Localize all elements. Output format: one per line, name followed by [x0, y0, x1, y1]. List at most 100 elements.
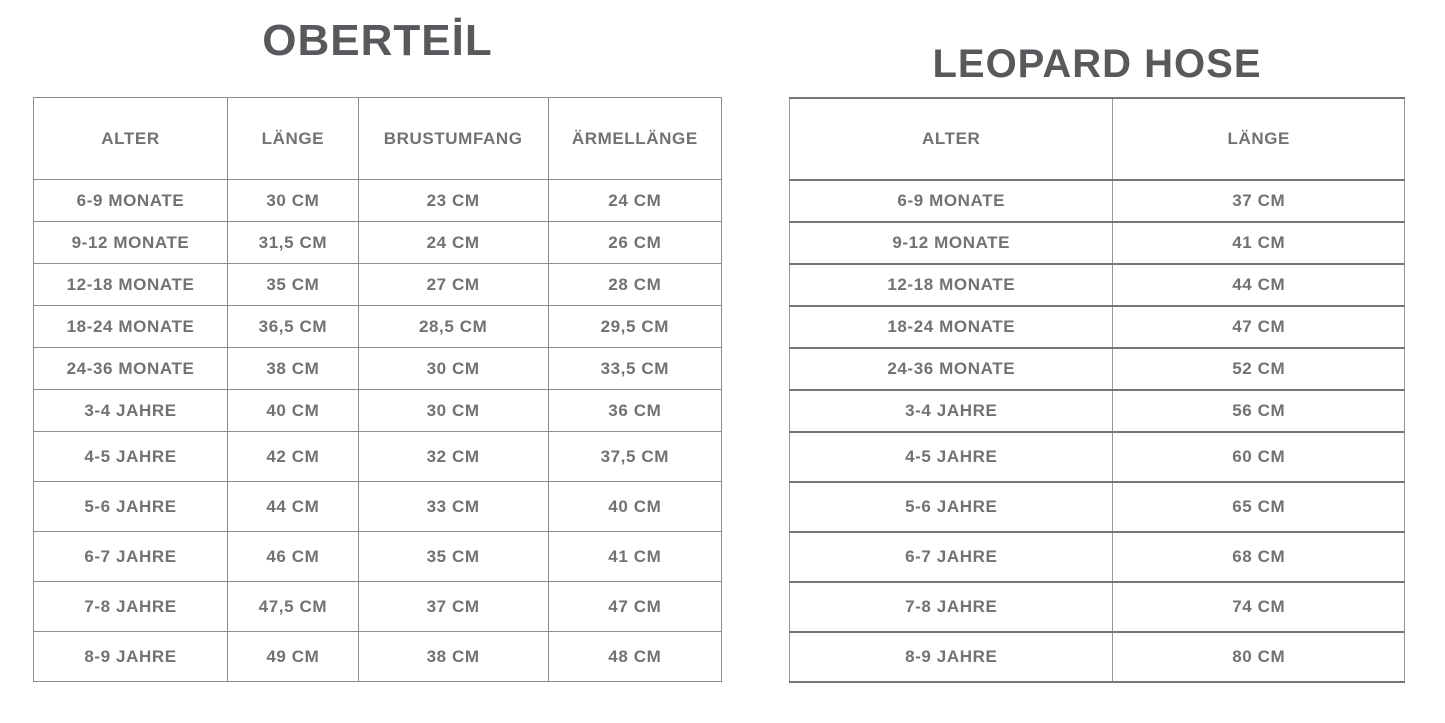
cell: 24-36 MONATE [32, 347, 229, 390]
cell: 40 CM [227, 389, 359, 432]
cell: 6-7 JAHRE [788, 531, 1114, 583]
cell: 6-9 MONATE [788, 179, 1114, 223]
table-row: 3-4 JAHRE 40 CM 30 CM 36 CM [32, 389, 723, 432]
table-row: 24-36 MONATE 38 CM 30 CM 33,5 CM [32, 347, 723, 390]
cell: 37 CM [357, 581, 549, 632]
cell: 30 CM [357, 389, 549, 432]
cell: 7-8 JAHRE [32, 581, 229, 632]
oberteil-title: OBERTEİL [262, 16, 493, 65]
cell: 35 CM [227, 263, 359, 306]
cell: 12-18 MONATE [788, 263, 1114, 307]
cell: 30 CM [357, 347, 549, 390]
table-row: 18-24 MONATE 36,5 CM 28,5 CM 29,5 CM [32, 305, 723, 348]
cell: 41 CM [547, 531, 723, 582]
cell: 3-4 JAHRE [788, 389, 1114, 433]
column-header: ALTER [32, 97, 229, 180]
cell: 42 CM [227, 431, 359, 482]
cell: 7-8 JAHRE [788, 581, 1114, 633]
cell: 65 CM [1112, 481, 1405, 533]
cell: 4-5 JAHRE [32, 431, 229, 482]
cell: 41 CM [1112, 221, 1405, 265]
cell: 26 CM [547, 221, 723, 264]
column-header: BRUSTUMFANG [357, 97, 549, 180]
table-row: 4-5 JAHRE 60 CM [788, 431, 1405, 483]
oberteil-size-table: ALTER LÄNGE BRUSTUMFANG ÄRMELLÄNGE 6-9 MONAT… [32, 97, 723, 682]
cell: 6-9 MONATE [32, 179, 229, 222]
table-row: 6-9 MONATE 37 CM [788, 179, 1405, 223]
cell: 24 CM [547, 179, 723, 222]
cell: 80 CM [1112, 631, 1405, 683]
table-row: 4-5 JAHRE 42 CM 32 CM 37,5 CM [32, 431, 723, 482]
leopard-hose-title: LEOPARD HOSE [932, 42, 1262, 86]
cell: 28 CM [547, 263, 723, 306]
cell: 44 CM [1112, 263, 1405, 307]
cell: 38 CM [227, 347, 359, 390]
cell: 36,5 CM [227, 305, 359, 348]
cell: 8-9 JAHRE [32, 631, 229, 682]
cell: 35 CM [357, 531, 549, 582]
header-row: ALTER LÄNGE BRUSTUMFANG ÄRMELLÄNGE [32, 97, 723, 180]
table-row: 6-7 JAHRE 46 CM 35 CM 41 CM [32, 531, 723, 582]
table-row: 5-6 JAHRE 44 CM 33 CM 40 CM [32, 481, 723, 532]
cell: 46 CM [227, 531, 359, 582]
cell: 60 CM [1112, 431, 1405, 483]
table-row: 7-8 JAHRE 47,5 CM 37 CM 47 CM [32, 581, 723, 632]
cell: 48 CM [547, 631, 723, 682]
cell: 29,5 CM [547, 305, 723, 348]
cell: 30 CM [227, 179, 359, 222]
cell: 44 CM [227, 481, 359, 532]
cell: 5-6 JAHRE [788, 481, 1114, 533]
cell: 31,5 CM [227, 221, 359, 264]
cell: 24-36 MONATE [788, 347, 1114, 391]
cell: 74 CM [1112, 581, 1405, 633]
cell: 36 CM [547, 389, 723, 432]
column-header: ALTER [788, 97, 1114, 181]
cell: 49 CM [227, 631, 359, 682]
cell: 18-24 MONATE [788, 305, 1114, 349]
cell: 40 CM [547, 481, 723, 532]
cell: 9-12 MONATE [788, 221, 1114, 265]
table-row: 5-6 JAHRE 65 CM [788, 481, 1405, 533]
cell: 47 CM [1112, 305, 1405, 349]
table-row: 9-12 MONATE 31,5 CM 24 CM 26 CM [32, 221, 723, 264]
cell: 47,5 CM [227, 581, 359, 632]
cell: 5-6 JAHRE [32, 481, 229, 532]
cell: 24 CM [357, 221, 549, 264]
cell: 27 CM [357, 263, 549, 306]
table-row: 9-12 MONATE 41 CM [788, 221, 1405, 265]
column-header: LÄNGE [1112, 97, 1405, 181]
cell: 6-7 JAHRE [32, 531, 229, 582]
column-header: ÄRMELLÄNGE [547, 97, 723, 180]
cell: 32 CM [357, 431, 549, 482]
table-row: 12-18 MONATE 44 CM [788, 263, 1405, 307]
cell: 47 CM [547, 581, 723, 632]
table-row: 6-9 MONATE 30 CM 23 CM 24 CM [32, 179, 723, 222]
cell: 33,5 CM [547, 347, 723, 390]
column-header: LÄNGE [227, 97, 359, 180]
cell: 12-18 MONATE [32, 263, 229, 306]
cell: 9-12 MONATE [32, 221, 229, 264]
header-row: ALTER LÄNGE [788, 97, 1405, 181]
table-row: 8-9 JAHRE 80 CM [788, 631, 1405, 683]
leopard-hose-size-table: ALTER LÄNGE 6-9 MONATE 37 CM 9-12 MONATE 41 C… [788, 97, 1405, 683]
cell: 56 CM [1112, 389, 1405, 433]
cell: 3-4 JAHRE [32, 389, 229, 432]
cell: 37 CM [1112, 179, 1405, 223]
table-row: 6-7 JAHRE 68 CM [788, 531, 1405, 583]
table-row: 3-4 JAHRE 56 CM [788, 389, 1405, 433]
table-row: 24-36 MONATE 52 CM [788, 347, 1405, 391]
cell: 37,5 CM [547, 431, 723, 482]
table-row: 8-9 JAHRE 49 CM 38 CM 48 CM [32, 631, 723, 682]
table-row: 12-18 MONATE 35 CM 27 CM 28 CM [32, 263, 723, 306]
cell: 18-24 MONATE [32, 305, 229, 348]
cell: 33 CM [357, 481, 549, 532]
cell: 38 CM [357, 631, 549, 682]
table-row: 18-24 MONATE 47 CM [788, 305, 1405, 349]
cell: 4-5 JAHRE [788, 431, 1114, 483]
cell: 52 CM [1112, 347, 1405, 391]
cell: 8-9 JAHRE [788, 631, 1114, 683]
table-row: 7-8 JAHRE 74 CM [788, 581, 1405, 633]
cell: 68 CM [1112, 531, 1405, 583]
cell: 23 CM [357, 179, 549, 222]
cell: 28,5 CM [357, 305, 549, 348]
